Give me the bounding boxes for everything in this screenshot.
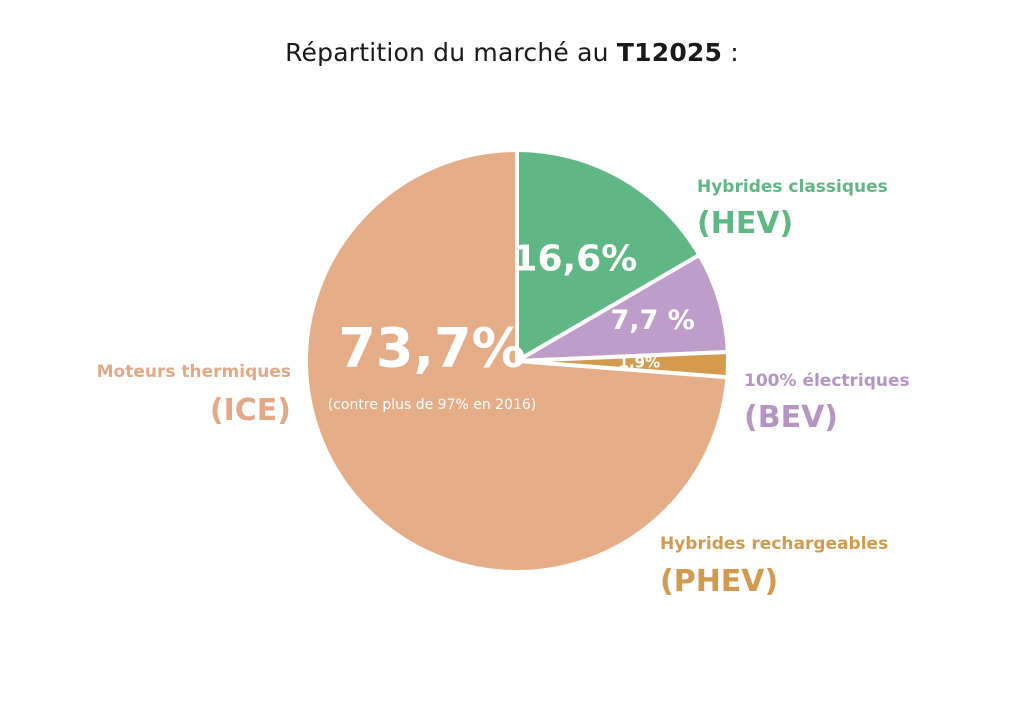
note-label-ice: (contre plus de 97% en 2016) (328, 397, 537, 413)
chart-title: Répartition du marché au T12025 : (0, 38, 1024, 67)
pie-slice-ice (304, 148, 730, 574)
value-label-bev: 7,7 % (611, 305, 695, 336)
value-label-phev: 1,9% (619, 354, 661, 372)
legend-code-hev: (HEV) (697, 206, 793, 241)
legend-name-hev: Hybrides classiques (697, 177, 888, 197)
title-period: T12025 (616, 38, 723, 67)
title-suffix: : (722, 38, 739, 67)
legend-code-ice: (ICE) (210, 393, 291, 428)
value-label-hev: 16,6% (512, 238, 637, 279)
legend-name-phev: Hybrides rechargeables (660, 534, 888, 554)
pie-slice-hev (515, 148, 702, 363)
title-prefix: Répartition du marché au (285, 38, 617, 67)
value-label-ice: 73,7% (338, 317, 525, 380)
legend-name-ice: Moteurs thermiques (97, 362, 291, 382)
legend-code-bev: (BEV) (744, 400, 838, 435)
legend-name-bev: 100% électriques (744, 371, 910, 391)
legend-code-phev: (PHEV) (660, 564, 778, 599)
